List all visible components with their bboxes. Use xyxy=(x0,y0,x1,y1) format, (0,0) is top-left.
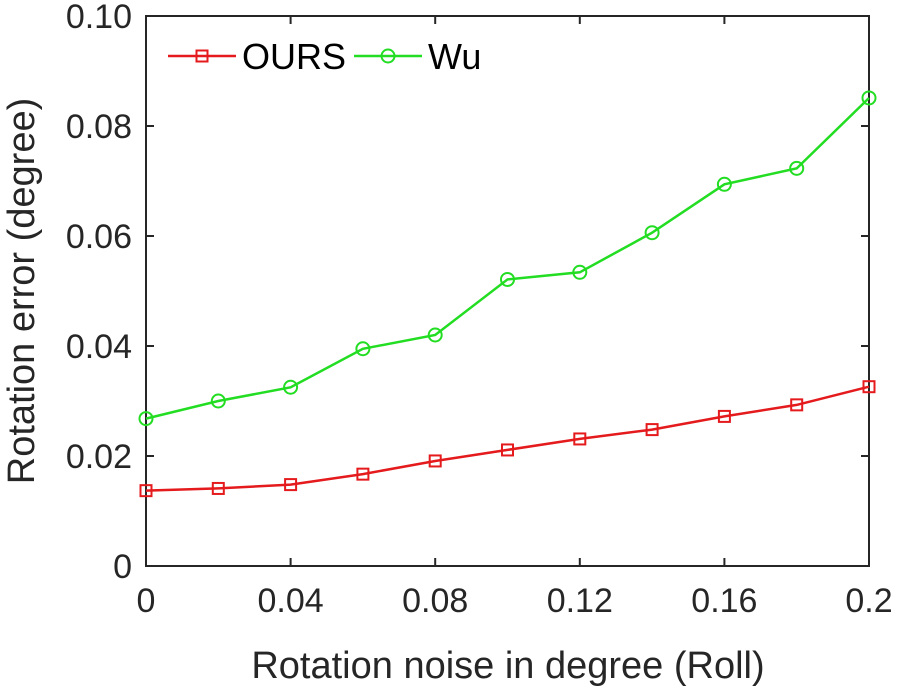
x-tick-label: 0 xyxy=(137,582,156,620)
series-layer xyxy=(138,90,877,498)
data-point xyxy=(356,467,370,481)
series-line-ours xyxy=(145,385,870,492)
legend-label: OURS xyxy=(242,36,346,77)
data-point xyxy=(572,264,588,280)
y-tick-label: 0.04 xyxy=(66,328,132,366)
data-point xyxy=(211,481,225,495)
data-point xyxy=(862,380,876,394)
data-point xyxy=(138,411,154,427)
x-tick-label: 0.12 xyxy=(547,582,613,620)
y-tick-label: 0.02 xyxy=(66,438,132,476)
axes-frame xyxy=(145,15,870,567)
axes: 0 0.04 0.08 0.12 0.16 0.2 0 0.02 0.04 0.06 0.08 0.1… xyxy=(66,0,893,620)
plot-area xyxy=(146,16,869,566)
data-point xyxy=(790,398,804,412)
data-point xyxy=(789,160,805,176)
data-point xyxy=(355,341,371,357)
legend-marker xyxy=(380,48,396,64)
y-tick-label: 0.08 xyxy=(66,108,132,146)
data-point xyxy=(717,409,731,423)
series-wu xyxy=(138,90,877,427)
y-tick-label: 0.06 xyxy=(66,218,132,256)
data-point xyxy=(500,271,515,287)
x-tick-label: 0.04 xyxy=(258,582,324,620)
legend-item-ours: OURS xyxy=(168,36,346,77)
data-point xyxy=(716,176,732,192)
x-axis-label: Rotation noise in degree (Roll) xyxy=(251,645,764,687)
data-point xyxy=(501,443,514,457)
y-axis-label: Rotation error (degree) xyxy=(1,98,43,485)
y-tick-label: 0 xyxy=(113,548,132,586)
x-tick-label: 0.2 xyxy=(845,582,892,620)
series-ours xyxy=(139,380,876,498)
data-point xyxy=(428,454,442,468)
x-tick-label: 0.16 xyxy=(691,582,757,620)
data-point xyxy=(861,90,877,106)
data-point xyxy=(427,327,443,343)
legend-item-wu: Wu xyxy=(354,36,481,77)
data-point xyxy=(210,393,226,409)
series-line-wu xyxy=(145,97,870,420)
data-point xyxy=(283,379,299,395)
data-point xyxy=(645,423,659,437)
legend-label: Wu xyxy=(428,36,481,77)
data-point xyxy=(573,432,587,446)
legend: OURS Wu xyxy=(168,36,481,77)
data-point xyxy=(139,484,153,498)
data-point xyxy=(644,225,660,241)
x-tick-label: 0.08 xyxy=(402,582,468,620)
data-point xyxy=(284,478,298,492)
y-tick-label: 0.10 xyxy=(66,0,132,36)
legend-marker xyxy=(195,49,209,63)
